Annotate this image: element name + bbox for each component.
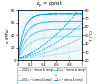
Title: $\dot{\varepsilon}_p$ = const: $\dot{\varepsilon}_p$ = const [36,0,64,10]
Y-axis label: σ (MPa): σ (MPa) [6,28,10,43]
Y-axis label: T (°C): T (°C) [90,30,94,41]
X-axis label: t (%): t (%) [45,68,55,72]
Legend: 0.001 s⁻¹ (stress & temp), , 0.01 s⁻¹ (stress & temp), , 0.1 s⁻¹ (stress & temp): 0.001 s⁻¹ (stress & temp), , 0.01 s⁻¹ (s… [17,67,86,84]
